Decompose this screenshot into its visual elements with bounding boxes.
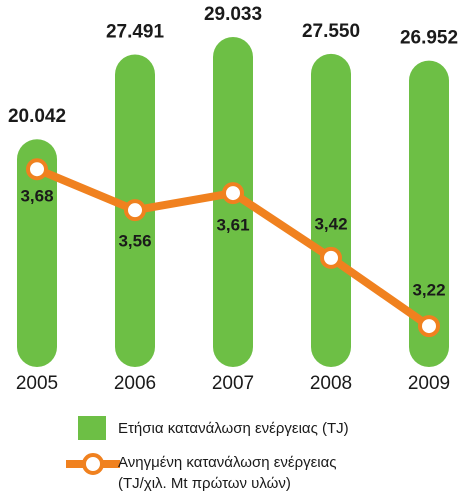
bar-value-label: 27.491	[106, 22, 165, 43]
bar-value-label: 27.550	[302, 21, 360, 42]
bar-value-label: 20.042	[8, 106, 66, 127]
legend-swatch	[78, 416, 106, 440]
line-value-label: 3,61	[216, 216, 249, 235]
legend-label: Ετήσια κατανάλωση ενέργειας (TJ)	[118, 420, 349, 437]
x-tick-label: 2006	[114, 373, 156, 394]
line-value-label: 3,68	[20, 187, 53, 206]
legend-label: Ανηγμένη κατανάλωση ενέργειας (TJ/χιλ. M…	[118, 454, 337, 492]
bar	[17, 139, 57, 367]
legend-marker	[82, 453, 104, 475]
bar	[409, 60, 449, 367]
line-value-label: 3,42	[314, 214, 347, 233]
line-point	[222, 182, 244, 205]
bar	[311, 53, 351, 368]
line-point	[26, 158, 48, 181]
line-point	[320, 246, 342, 269]
x-tick-label: 2005	[16, 373, 58, 394]
x-tick-label: 2008	[310, 373, 352, 394]
line-value-label: 3,56	[118, 232, 151, 251]
line-value-label: 3,22	[412, 281, 445, 300]
bar-value-label: 29.033	[204, 4, 262, 25]
x-tick-label: 2009	[408, 373, 450, 394]
line-point	[418, 315, 440, 338]
x-tick-label: 2007	[212, 373, 254, 394]
bar-value-label: 26.952	[400, 28, 458, 49]
line-point	[124, 199, 146, 222]
